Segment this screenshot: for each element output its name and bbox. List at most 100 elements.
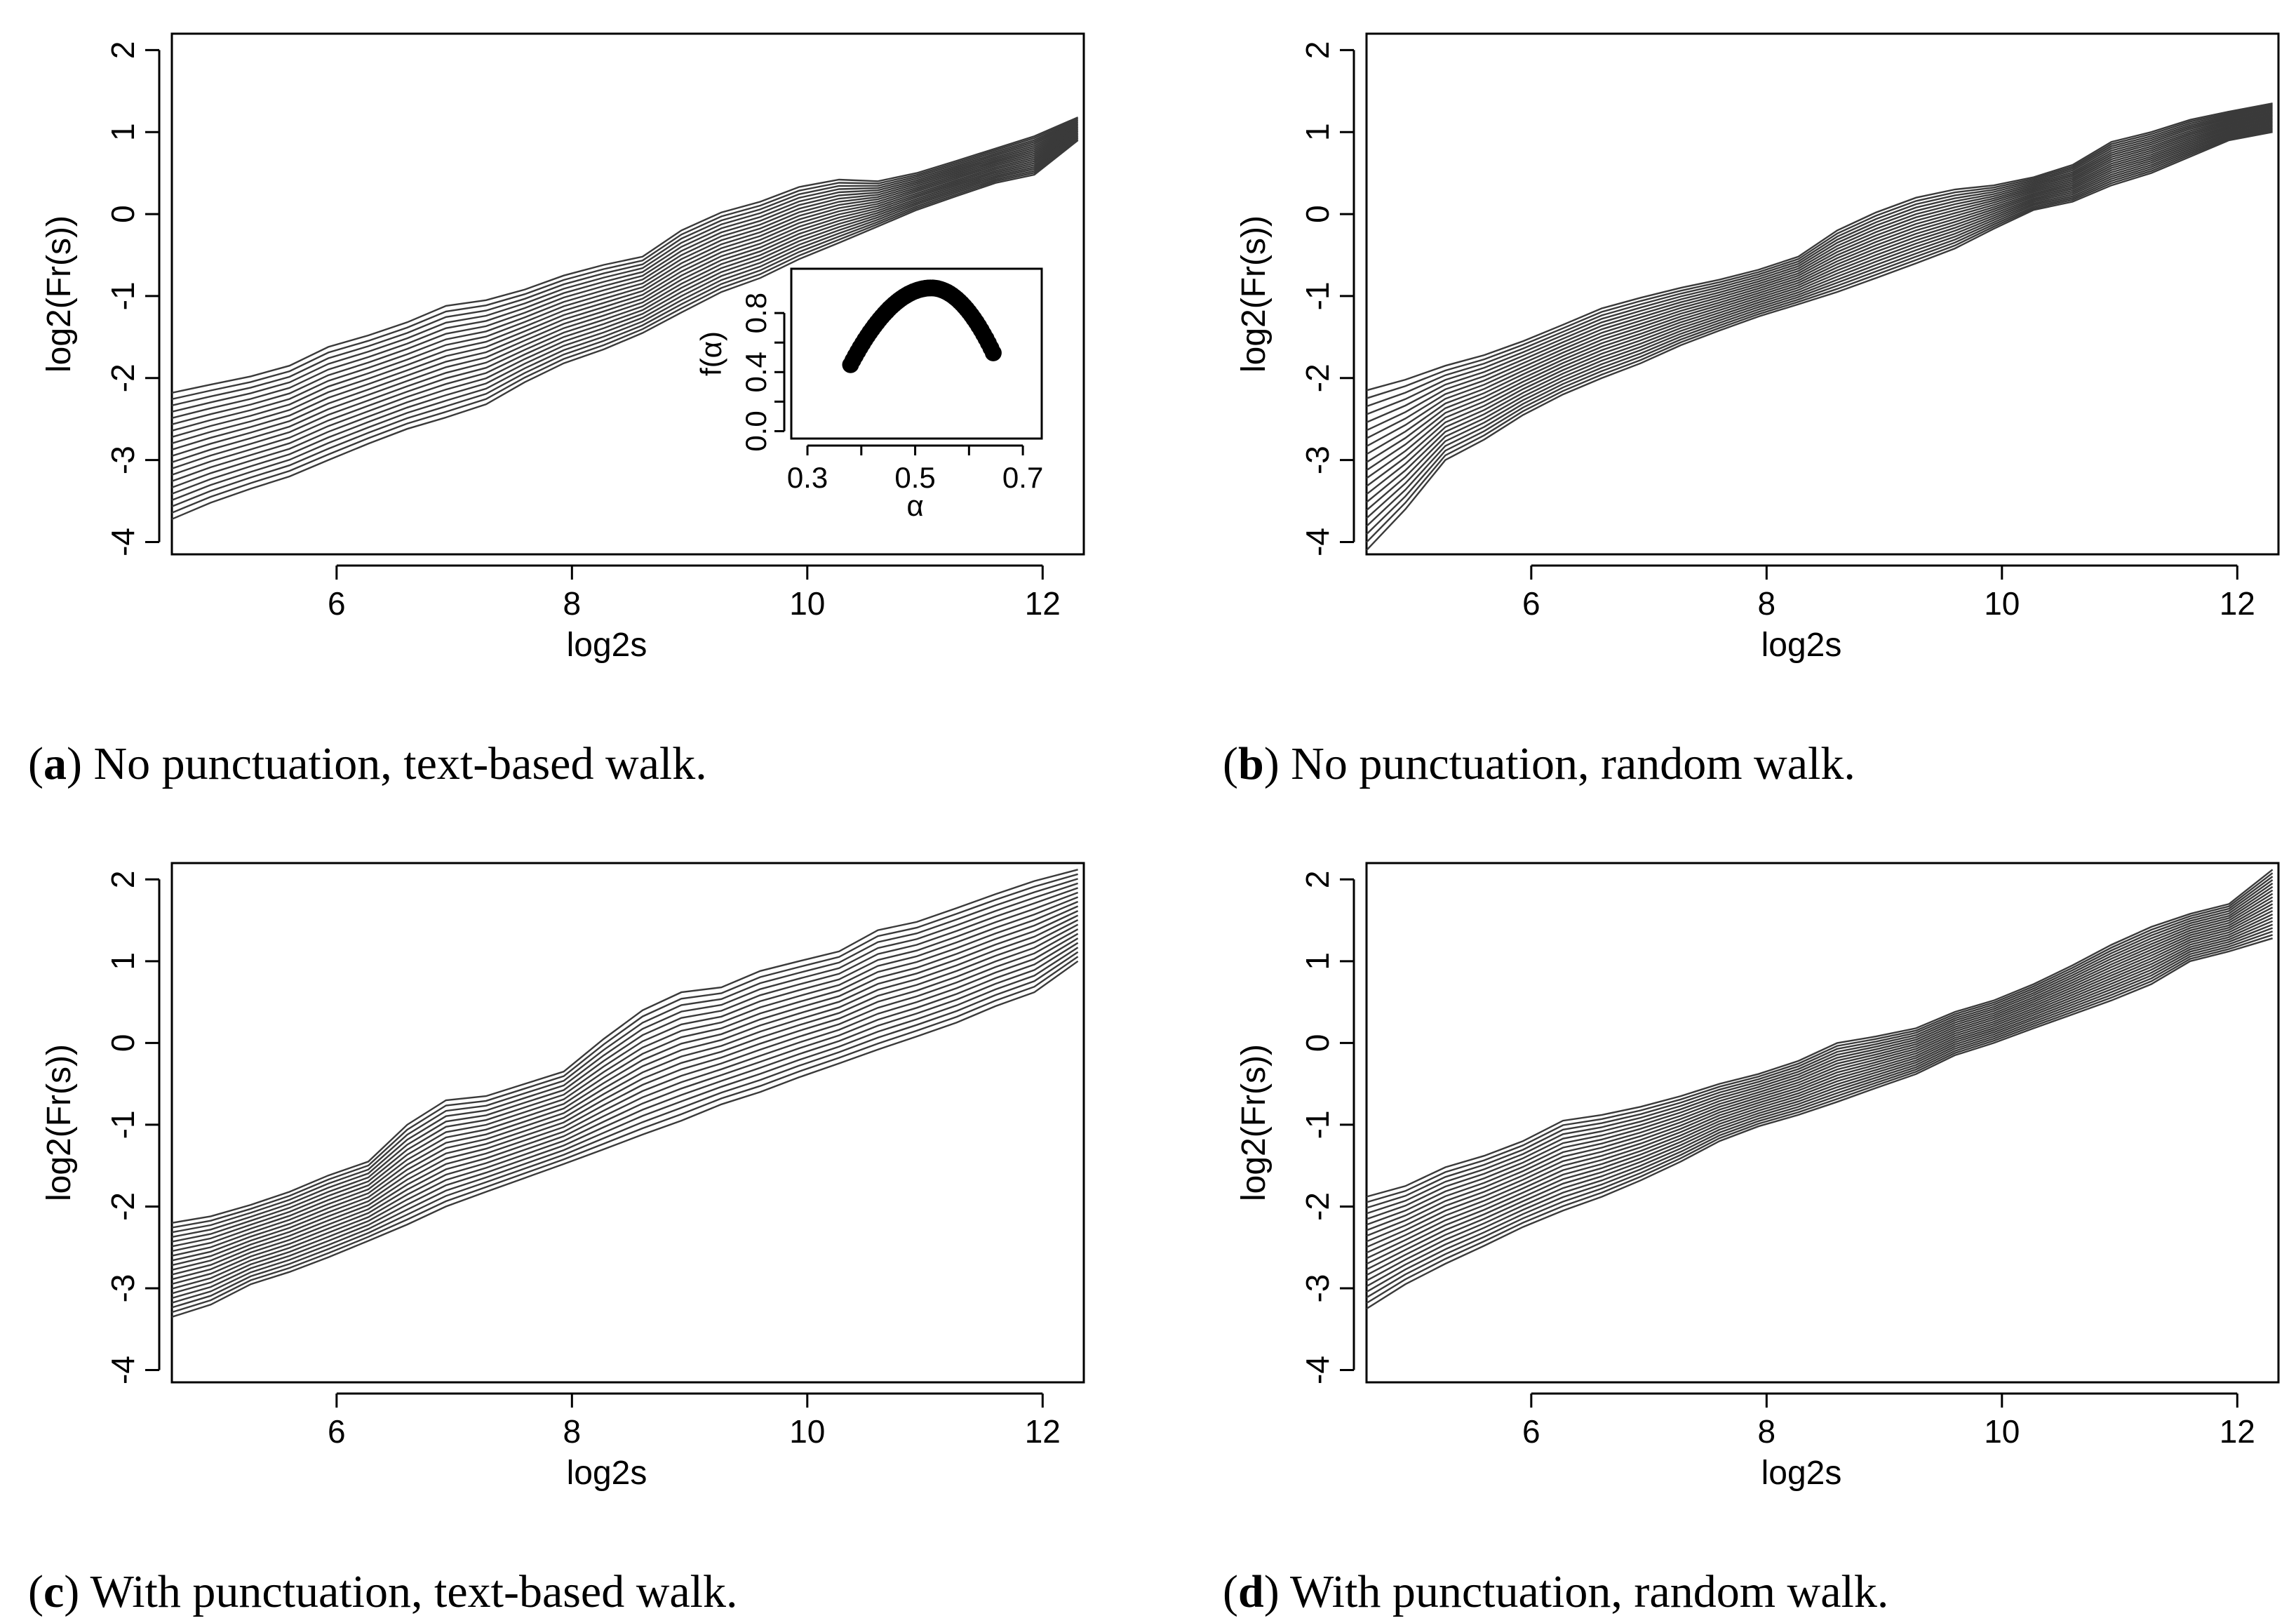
series-line xyxy=(1366,910,2274,1265)
series-line xyxy=(1366,119,2273,487)
plot-frame xyxy=(1365,862,2280,1384)
plot-frame xyxy=(170,862,1085,1384)
series-group xyxy=(171,869,1079,1318)
y-tick-label: -4 xyxy=(1299,1356,1336,1384)
series-line xyxy=(171,123,1079,432)
y-tick-label: 2 xyxy=(1299,41,1336,60)
inset-points xyxy=(842,279,1002,373)
x-tick-label: 12 xyxy=(1025,585,1061,622)
series-line xyxy=(1366,907,2274,1260)
series-line xyxy=(171,873,1078,1229)
inset-frame xyxy=(790,267,1043,440)
y-tick-label: 1 xyxy=(1299,123,1336,141)
x-tick-label: 8 xyxy=(563,585,582,622)
series-line xyxy=(1366,930,2273,1299)
x-axis: 6 8 10 12 xyxy=(1522,1392,2255,1450)
series-line xyxy=(171,928,1079,1285)
y-tick-label: 0 xyxy=(105,205,141,223)
y-axis-label: log2(Fr(s)) xyxy=(1235,1044,1273,1201)
y-tick-label: 0 xyxy=(1299,205,1336,223)
inset-chart: 0.0 0.4 0.8 0.3 0.5 0.7 α f(α) xyxy=(694,267,1043,522)
x-axis-label: log2s xyxy=(567,1455,647,1492)
series-line xyxy=(1366,889,2274,1231)
y-tick-label: 1 xyxy=(105,952,141,970)
inset-x-axis-label: α xyxy=(906,489,923,522)
series-line xyxy=(1366,108,2273,424)
series-line xyxy=(1366,876,2274,1209)
y-axis: -4 -3 -2 -1 0 1 2 xyxy=(105,41,161,556)
series-line xyxy=(1366,104,2273,399)
y-tick-label: -4 xyxy=(1299,528,1336,556)
x-tick-label: 10 xyxy=(789,585,825,622)
series-line xyxy=(1366,131,2273,552)
caption-paren: ( xyxy=(28,738,43,789)
x-tick-label: 6 xyxy=(328,1413,346,1450)
series-line xyxy=(1366,879,2274,1215)
series-line xyxy=(1366,114,2273,455)
caption-text: No punctuation, random walk. xyxy=(1280,738,1855,789)
x-axis-label: log2s xyxy=(1761,627,1842,664)
inset-y-axis-label: f(α) xyxy=(694,331,727,376)
y-tick-label: -2 xyxy=(1299,1192,1336,1221)
series-line xyxy=(171,133,1079,482)
panel-caption: (a) No punctuation, text-based walk. xyxy=(28,738,707,789)
series-line xyxy=(171,117,1079,400)
series-line xyxy=(1366,111,2273,439)
y-tick-label: 2 xyxy=(105,41,141,60)
caption-paren: ( xyxy=(28,1566,43,1617)
series-line xyxy=(171,133,1079,488)
caption-text: With punctuation, random walk. xyxy=(1280,1566,1889,1617)
series-line xyxy=(1366,122,2273,503)
caption-paren: ) xyxy=(1264,738,1280,789)
series-line xyxy=(1366,916,2274,1276)
series-line xyxy=(171,139,1079,520)
x-tick-label: 10 xyxy=(789,1413,825,1450)
y-tick-label: -1 xyxy=(105,1110,141,1139)
series-line xyxy=(171,136,1079,501)
y-tick-label: -4 xyxy=(105,1356,141,1384)
x-tick-label: 10 xyxy=(1984,585,2020,622)
series-line xyxy=(171,914,1079,1271)
caption-paren: ) xyxy=(1264,1566,1280,1617)
series-line xyxy=(1366,128,2273,535)
y-axis: -4 -3 -2 -1 0 1 2 xyxy=(105,871,161,1384)
y-tick-label: 0 xyxy=(1299,1034,1336,1053)
series-line xyxy=(171,896,1079,1253)
y-tick-label: 2 xyxy=(105,871,141,889)
series-line xyxy=(1366,112,2273,448)
panel-caption: (d) With punctuation, random walk. xyxy=(1223,1566,1888,1617)
plot-frame xyxy=(1365,32,2280,556)
series-line xyxy=(1366,130,2273,543)
panel-caption: (b) No punctuation, random walk. xyxy=(1223,738,1855,789)
y-tick-label: -2 xyxy=(105,363,141,392)
series-line xyxy=(171,126,1079,450)
caption-paren: ( xyxy=(1223,1566,1238,1617)
y-tick-label: -4 xyxy=(105,528,141,556)
series-line xyxy=(171,910,1079,1267)
y-axis-label: log2(Fr(s)) xyxy=(1235,215,1273,373)
caption-letter: b xyxy=(1238,738,1264,789)
x-axis: 6 8 10 12 xyxy=(1522,564,2255,622)
caption-text: With punctuation, text-based walk. xyxy=(79,1566,737,1617)
series-line xyxy=(171,126,1079,444)
series-group xyxy=(1366,102,2273,552)
x-axis: 6 8 10 12 xyxy=(328,564,1061,622)
inset-y-tick-label: 0.4 xyxy=(739,352,772,392)
series-line xyxy=(171,131,1079,476)
inset-x-tick-label: 0.3 xyxy=(787,461,828,494)
series-line xyxy=(171,128,1079,457)
series-line xyxy=(171,947,1079,1304)
series-line xyxy=(171,900,1079,1257)
y-tick-label: 1 xyxy=(1299,952,1336,970)
caption-letter: d xyxy=(1238,1566,1264,1617)
series-line xyxy=(171,129,1079,463)
series-line xyxy=(1366,115,2273,463)
y-axis: -4 -3 -2 -1 0 1 2 xyxy=(1299,41,1355,556)
series-line xyxy=(171,138,1079,514)
series-line xyxy=(1366,903,2274,1254)
x-tick-label: 6 xyxy=(1522,1413,1540,1450)
